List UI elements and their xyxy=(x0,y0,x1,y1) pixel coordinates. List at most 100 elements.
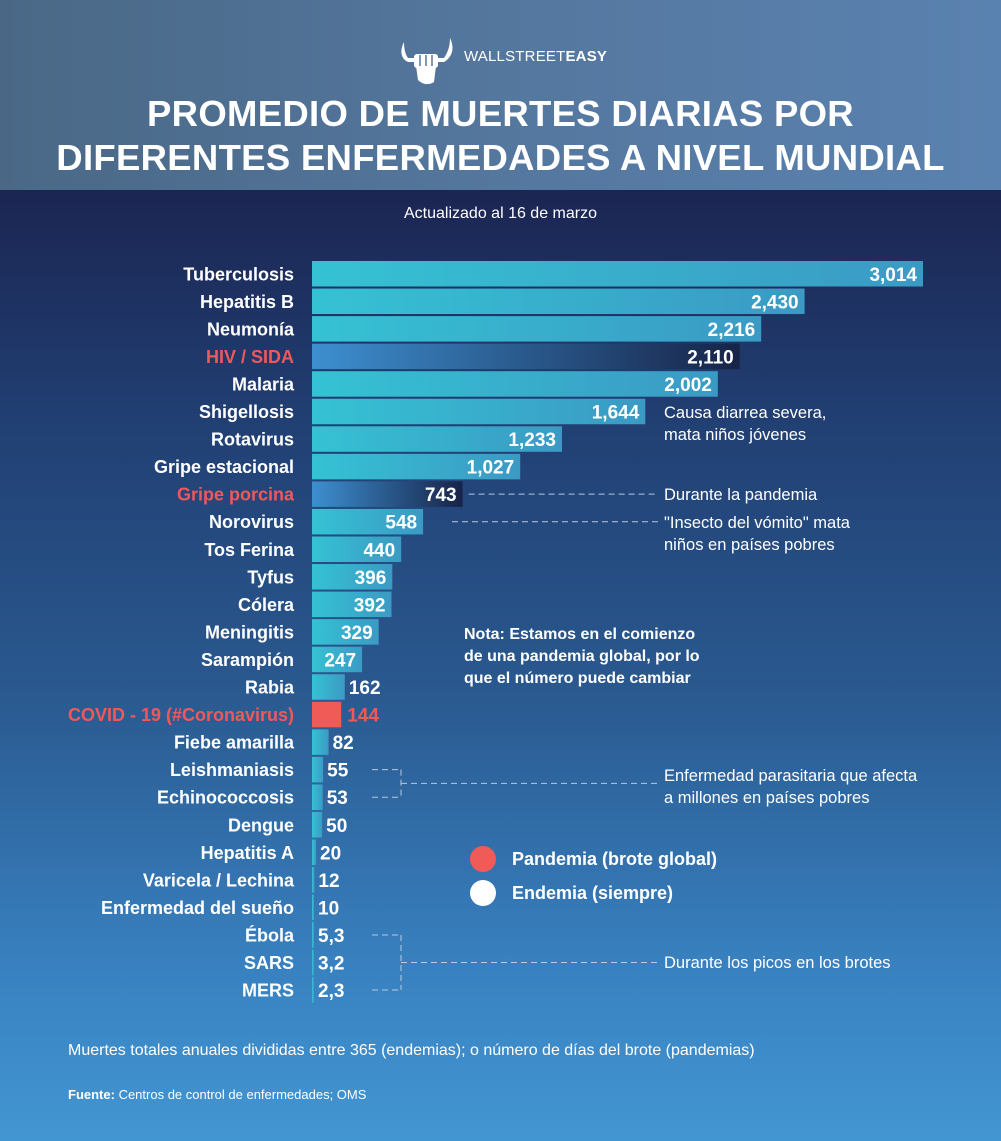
bar-row-hepatitis-b: Hepatitis B 2,430 xyxy=(200,288,805,315)
bar xyxy=(312,316,762,342)
value-label: 1,027 xyxy=(467,458,515,479)
value-label: 5,3 xyxy=(318,926,344,947)
legend-item-pandemic: Pandemia (brote global) xyxy=(470,842,717,876)
bar xyxy=(312,481,463,507)
note-line: de una pandemia global, por lo xyxy=(464,648,700,665)
bar xyxy=(312,922,314,948)
bar xyxy=(312,674,345,700)
legend-label: Endemia (siempre) xyxy=(512,882,674,903)
value-label: 2,430 xyxy=(751,292,799,313)
bar-row-ebola: Ébola 5,3 xyxy=(245,922,344,948)
value-label: 162 xyxy=(349,678,381,699)
value-label: 2,3 xyxy=(318,981,344,1002)
bar-row-rotavirus: Rotavirus 1,233 xyxy=(211,426,562,452)
bar-row-gripe-estacional: Gripe estacional 1,027 xyxy=(154,453,521,480)
pandemic-dot-icon xyxy=(470,846,496,872)
bar-row-leishmaniasis: Leishmaniasis 55 xyxy=(170,756,349,783)
value-label: 144 xyxy=(347,706,379,727)
category-label: Malaria xyxy=(232,374,295,394)
value-label: 20 xyxy=(320,843,341,864)
annotation-line: niños en países pobres xyxy=(664,536,835,554)
bar xyxy=(312,949,314,976)
source-credit: Fuente: Centros de control de enfermedad… xyxy=(68,1087,366,1102)
bar-row-gripe-porcina: Gripe porcina 743 xyxy=(177,481,463,507)
endemic-dot-icon xyxy=(470,880,496,906)
annotation-norovirus: "Insecto del vómito" mata niños en paíse… xyxy=(664,512,850,556)
bar-row-enfermedad-del-sueno: Enfermedad del sueño 10 xyxy=(101,894,339,921)
bar xyxy=(312,453,521,480)
annotation-line: mata niños jóvenes xyxy=(664,426,807,444)
bar-row-meningitis: Meningitis 329 xyxy=(205,619,379,645)
value-label: 3,014 xyxy=(869,265,917,286)
legend: Pandemia (brote global) Endemia (siempre… xyxy=(470,842,717,910)
brand-logo: WALLSTREETEASY xyxy=(398,36,638,85)
bar-row-shigellosis: Shigellosis 1,644 xyxy=(199,398,646,425)
category-label: COVID - 19 (#Coronavirus) xyxy=(68,705,294,725)
source-text: Centros de control de enfermedades; OMS xyxy=(114,1087,367,1102)
value-label: 53 xyxy=(327,788,348,809)
category-label: Echinococcosis xyxy=(157,788,294,808)
category-label: Hepatitis A xyxy=(201,843,294,863)
category-label: Leishmaniasis xyxy=(170,760,294,780)
brand-name: WALLSTREETEASY xyxy=(464,48,607,65)
category-label: Norovirus xyxy=(209,512,294,532)
note-line: Nota: Estamos en el comienzo xyxy=(464,626,696,643)
bar xyxy=(312,261,923,287)
bar xyxy=(312,701,342,728)
bar-row-colera: Cólera 392 xyxy=(238,591,392,618)
bar xyxy=(312,867,315,893)
annotation-line: Enfermedad parasitaria que afecta xyxy=(664,767,918,785)
bar xyxy=(312,977,314,1003)
bar-row-sarampion: Sarampión 247 xyxy=(201,646,363,673)
category-label: Varicela / Lechina xyxy=(143,870,295,890)
bar xyxy=(312,288,805,315)
bar xyxy=(312,591,392,618)
bar xyxy=(312,784,323,810)
value-label: 743 xyxy=(425,485,457,506)
bar-row-varicela-lechina: Varicela / Lechina 12 xyxy=(143,867,340,893)
bar-row-malaria: Malaria 2,002 xyxy=(232,371,718,397)
bar-row-hiv-sida: HIV / SIDA 2,110 xyxy=(206,343,740,370)
value-label: 2,110 xyxy=(687,347,734,368)
bar xyxy=(312,812,323,838)
value-label: 82 xyxy=(333,733,354,754)
bar-row-tuberculosis: Tuberculosis 3,014 xyxy=(183,261,923,287)
annotation-outbreaks: Durante los picos en los brotes xyxy=(664,952,891,974)
annotation-shigellosis: Causa diarrea severa, mata niños jóvenes xyxy=(664,402,826,446)
category-label: Shigellosis xyxy=(199,402,294,422)
bar xyxy=(312,894,314,921)
category-label: Rotavirus xyxy=(211,430,294,450)
value-label: 50 xyxy=(326,816,347,837)
bar-row-rabia: Rabia 162 xyxy=(245,674,381,700)
annotation-line: Durante la pandemia xyxy=(664,486,818,504)
bar-row-fiebe-amarilla: Fiebe amarilla 82 xyxy=(174,729,354,755)
methodology-footnote: Muertes totales anuales divididas entre … xyxy=(68,1042,755,1059)
value-label: 2,216 xyxy=(708,320,756,341)
bar-row-covid-19-coronavirus: COVID - 19 (#Coronavirus) 144 xyxy=(68,701,379,728)
pandemic-note: Nota: Estamos en el comienzo de una pand… xyxy=(464,624,784,690)
category-label: Ébola xyxy=(245,924,295,945)
category-label: MERS xyxy=(242,981,294,1001)
value-label: 440 xyxy=(363,540,395,561)
value-label: 392 xyxy=(354,595,386,616)
value-label: 329 xyxy=(341,623,373,644)
bar-row-echinococcosis: Echinococcosis 53 xyxy=(157,784,348,810)
bar xyxy=(312,756,324,783)
bar xyxy=(312,839,317,866)
category-label: Dengue xyxy=(228,815,294,835)
value-label: 2,002 xyxy=(664,375,712,396)
category-label: Neumonía xyxy=(207,319,295,339)
annotation-line: Durante los picos en los brotes xyxy=(664,954,891,972)
value-label: 12 xyxy=(318,871,339,892)
bar xyxy=(312,646,363,673)
category-label: Sarampión xyxy=(201,650,294,670)
bull-fist-icon xyxy=(401,38,453,85)
category-label: Tos Ferina xyxy=(204,540,295,560)
bar-row-norovirus: Norovirus 548 xyxy=(209,508,424,535)
category-label: SARS xyxy=(244,953,294,973)
bar-row-sars: SARS 3,2 xyxy=(244,949,344,976)
brand-name-bold: EASY xyxy=(565,48,608,65)
category-label: HIV / SIDA xyxy=(206,347,294,367)
value-label: 1,644 xyxy=(592,403,640,424)
bar xyxy=(312,729,329,755)
